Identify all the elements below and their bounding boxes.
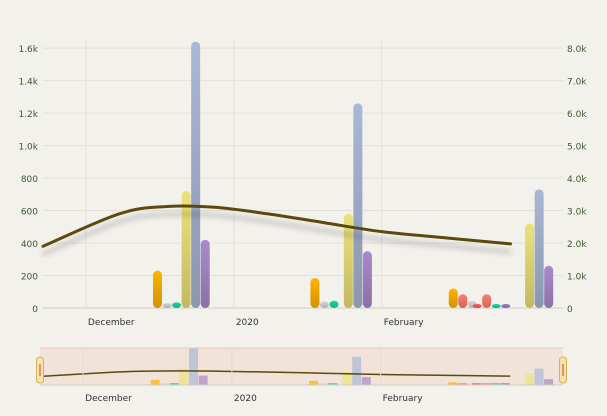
left-tick-label: 1.0k <box>18 143 38 153</box>
right-tick-label: 3.0k <box>567 208 587 218</box>
bar <box>329 300 339 308</box>
bar <box>362 251 372 308</box>
bar <box>448 288 458 308</box>
navigator-bar <box>544 379 554 385</box>
bar <box>310 277 320 308</box>
left-tick-label: 800 <box>21 175 38 185</box>
navigator-bar <box>150 379 160 385</box>
navigator-tick-label: December <box>85 394 132 404</box>
navigator-tick-label: 2020 <box>234 394 257 404</box>
bar-series-group <box>152 41 554 309</box>
bar <box>162 303 172 308</box>
bar <box>353 103 363 308</box>
navigator-bar <box>318 383 328 385</box>
navigator-bar <box>189 348 199 385</box>
x-tick-label: 2020 <box>236 318 259 328</box>
bar <box>544 265 554 308</box>
right-tick-label: 5.0k <box>567 143 587 153</box>
bar <box>525 223 535 308</box>
trend-line-group <box>41 204 513 248</box>
left-tick-label: 200 <box>21 273 38 283</box>
navigator-trend-line <box>39 370 511 378</box>
right-tick-label: 1.0k <box>567 273 587 283</box>
left-tick-label: 1.6k <box>18 45 38 55</box>
right-tick-label: 2.0k <box>567 240 587 250</box>
navigator-bar <box>467 383 477 385</box>
navigator-bar <box>491 383 501 385</box>
right-tick-label: 8.0k <box>567 45 587 55</box>
x-tick-label: December <box>88 318 135 328</box>
right-y-axis: 0 1.0k 2.0k 3.0k 4.0k 5.0k 6.0k 7.0k 8.0k <box>567 45 587 315</box>
navigator-bar <box>169 383 179 385</box>
range-navigator[interactable]: December 2020 February <box>36 347 567 404</box>
right-tick-label: 7.0k <box>567 78 587 88</box>
left-tick-label: 400 <box>21 240 38 250</box>
navigator-handle-right[interactable] <box>559 356 567 384</box>
navigator-bar <box>361 377 371 385</box>
right-tick-label: 0 <box>567 305 573 315</box>
navigator-bar <box>448 382 458 385</box>
bar <box>534 189 544 308</box>
bar <box>181 191 191 308</box>
left-y-axis: 0 200 400 600 800 1.0k 1.2k 1.4k 1.6k <box>18 45 38 315</box>
navigator-bar <box>534 368 544 385</box>
bar <box>458 294 468 308</box>
bar <box>501 304 511 308</box>
trend-line <box>41 204 513 248</box>
navigator-bar <box>160 383 170 385</box>
right-tick-label: 4.0k <box>567 175 587 185</box>
left-tick-label: 1.4k <box>18 78 38 88</box>
bar <box>491 304 501 308</box>
navigator-tick-label: February <box>383 394 424 404</box>
bar <box>191 41 201 309</box>
left-tick-label: 1.2k <box>18 110 38 120</box>
navigator-bar <box>308 380 318 385</box>
left-tick-label: 0 <box>32 305 38 315</box>
navigator-bar <box>342 371 352 385</box>
navigator-bar <box>481 383 491 385</box>
bar <box>472 303 482 308</box>
bar <box>152 270 162 308</box>
bar <box>482 294 492 308</box>
navigator-bar <box>524 373 534 385</box>
left-tick-label: 600 <box>21 208 38 218</box>
right-tick-label: 6.0k <box>567 110 587 120</box>
navigator-bar <box>198 375 208 385</box>
navigator-bar <box>472 383 482 385</box>
bar <box>319 301 329 308</box>
navigator-bar <box>500 383 510 385</box>
x-tick-label: February <box>384 318 425 328</box>
navigator-handle-left[interactable] <box>36 356 44 384</box>
navigator-bar <box>352 356 362 385</box>
navigator-bar <box>179 368 189 385</box>
grid <box>43 40 563 309</box>
navigator-bar <box>328 383 338 385</box>
bar <box>343 213 353 308</box>
x-axis: December 2020 February <box>88 318 424 328</box>
bar <box>200 239 210 308</box>
bar <box>172 302 182 308</box>
navigator-bar <box>457 383 467 385</box>
navigator-selection-mask <box>40 348 563 385</box>
